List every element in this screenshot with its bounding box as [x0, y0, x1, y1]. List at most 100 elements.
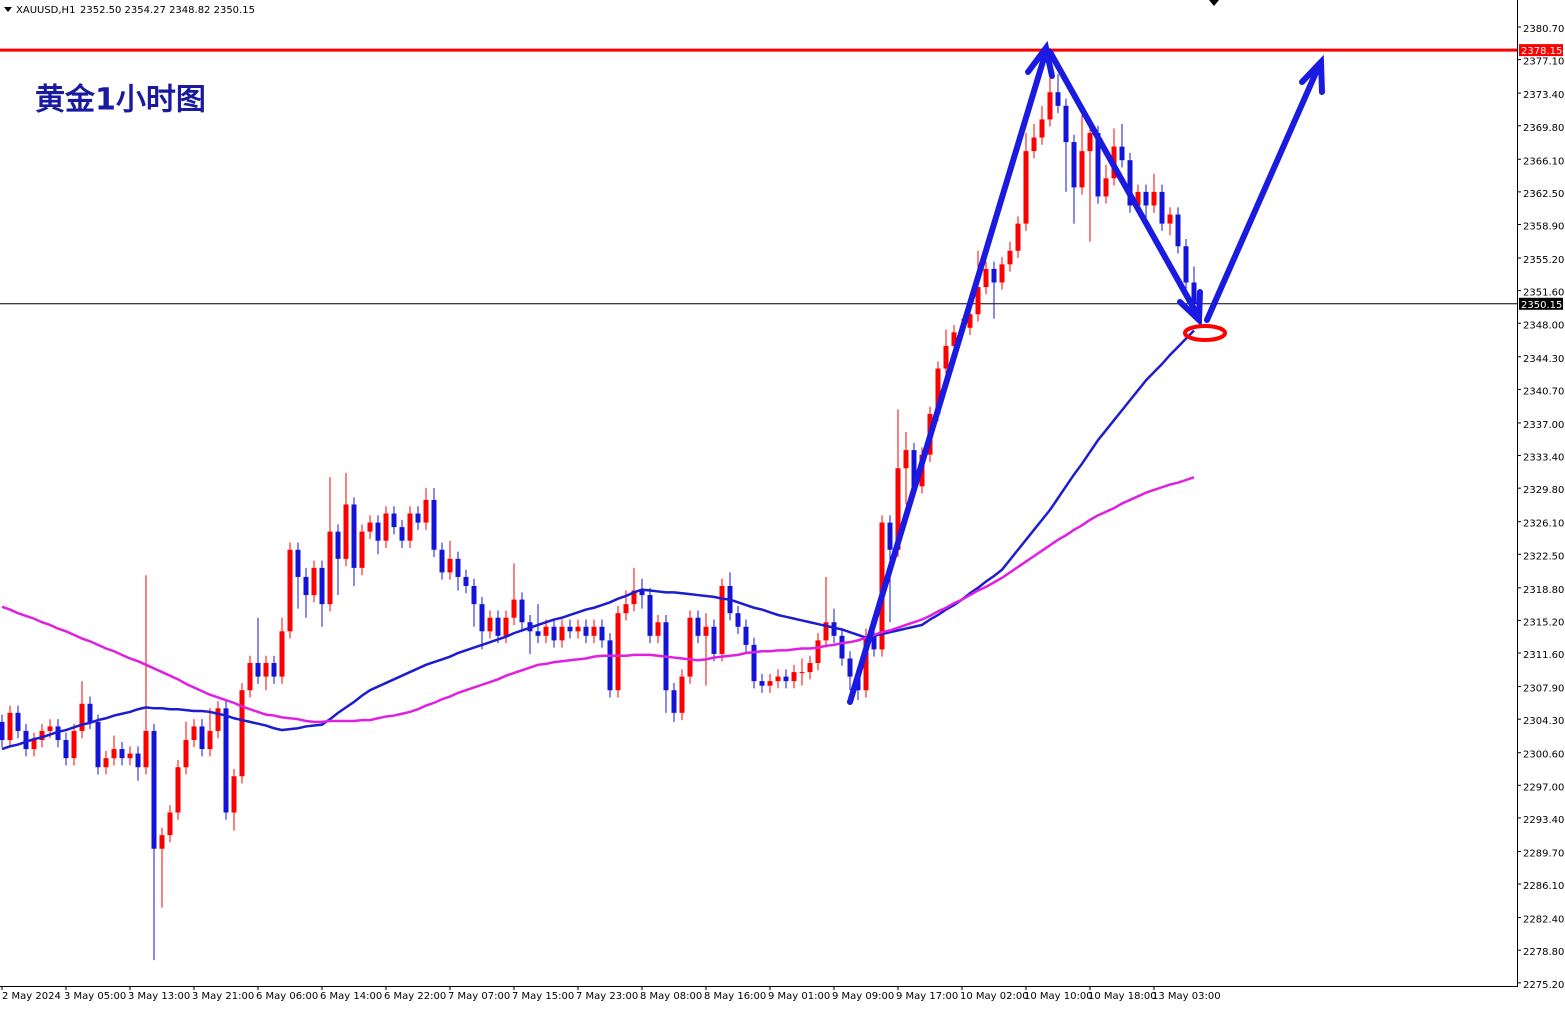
candle-body: [1143, 191, 1149, 206]
y-tick-label: 2348.00: [1523, 320, 1564, 331]
y-tick-label: 2351.60: [1523, 288, 1564, 299]
arrow-up: [847, 55, 1047, 705]
candle-body: [735, 613, 741, 627]
price-label-box: [1519, 297, 1563, 310]
candle-body: [791, 672, 797, 682]
candle-body: [263, 663, 269, 677]
y-tick-label: 2307.90: [1523, 684, 1564, 695]
y-tick-label: 2340.70: [1523, 386, 1564, 397]
candle-body: [639, 590, 645, 596]
candle-body: [327, 531, 333, 605]
candle-body: [255, 663, 261, 677]
y-tick-label: 2304.30: [1523, 716, 1564, 727]
candle-body: [799, 672, 805, 674]
y-tick-label: 2278.80: [1523, 947, 1564, 958]
candle-body: [335, 531, 341, 559]
candle-body: [711, 626, 717, 654]
y-tick-label: 2311.60: [1523, 650, 1564, 661]
y-tick-label: 2322.50: [1523, 551, 1564, 562]
candle-body: [1095, 133, 1101, 197]
symbol: XAUUSD,H1: [16, 5, 75, 16]
candle-body: [951, 332, 957, 346]
x-tick-label: 9 May 17:00: [896, 991, 958, 1002]
y-tick-label: 2318.80: [1523, 585, 1564, 596]
x-tick-label: 6 May 06:00: [256, 991, 318, 1002]
arrowhead: [1299, 54, 1325, 95]
candle-body: [359, 531, 365, 568]
y-tick-label: 2366.10: [1523, 156, 1564, 167]
candle-body: [415, 513, 421, 523]
candle-body: [303, 576, 309, 596]
candle-body: [447, 558, 453, 573]
candle-body: [1071, 142, 1077, 188]
candle-body: [687, 617, 693, 677]
candle-body: [1023, 151, 1029, 224]
candle-body: [839, 635, 845, 659]
candle-body: [975, 287, 981, 315]
candle-body: [967, 314, 973, 328]
x-tick-label: 8 May 16:00: [704, 991, 766, 1002]
y-tick-label: 2282.40: [1523, 915, 1564, 926]
candle-body: [775, 676, 781, 682]
candle-body: [383, 513, 389, 541]
candle-body: [127, 753, 133, 759]
candle-body: [87, 703, 93, 722]
candle-body: [703, 626, 709, 636]
x-tick-label: 3 May 13:00: [128, 991, 190, 1002]
y-tick-label: 2286.10: [1523, 881, 1564, 892]
candle-body: [647, 595, 653, 636]
candle-body: [871, 635, 877, 650]
x-tick-label: 13 May 03:00: [1152, 991, 1221, 1002]
candle-body: [159, 835, 165, 849]
candle-body: [239, 690, 245, 777]
candle-body: [431, 499, 437, 550]
candle-body: [455, 558, 461, 577]
candle-body: [55, 726, 61, 741]
annotation: 黄金1小时图: [35, 83, 206, 118]
candle-body: [983, 268, 989, 288]
candle-body: [1127, 160, 1133, 206]
candle-body: [343, 504, 349, 559]
y-tick-label: 2333.40: [1523, 453, 1564, 464]
candle-body: [551, 626, 557, 641]
x-tick-label: 9 May 01:00: [768, 991, 830, 1002]
candle-body: [671, 690, 677, 713]
candle-body: [79, 703, 85, 731]
candle-body: [679, 676, 685, 713]
candle-body: [111, 749, 117, 759]
y-tick-label: 2377.10: [1523, 57, 1564, 68]
candle-body: [1119, 146, 1125, 161]
candle-body: [575, 626, 581, 632]
candle-body: [631, 590, 637, 605]
x-tick-label: 2 May 2024: [2, 991, 61, 1002]
candle-body: [1167, 214, 1173, 224]
y-tick-label: 2326.10: [1523, 519, 1564, 530]
arrowhead: [1025, 40, 1055, 79]
candle-body: [695, 617, 701, 636]
candle-body: [319, 567, 325, 605]
circle-marker: [1183, 324, 1227, 342]
candle-body: [215, 708, 221, 731]
candle-body: [583, 626, 589, 636]
candle-body: [1087, 133, 1093, 152]
drawings: [847, 40, 1325, 705]
header-icon: [4, 7, 12, 12]
x-tick-label: 7 May 15:00: [512, 991, 574, 1002]
candle-body: [743, 626, 749, 645]
candle-body: [511, 599, 517, 618]
candle-body: [999, 264, 1005, 283]
candle-body: [1191, 282, 1197, 304]
y-tick-label: 2289.70: [1523, 848, 1564, 859]
moving-average: [1, 476, 1195, 724]
candle-body: [1183, 246, 1189, 283]
candle-body: [231, 776, 237, 813]
candle-body: [295, 549, 301, 577]
price-label: 2350.15: [1521, 300, 1562, 311]
candle-body: [823, 622, 829, 641]
candle-body: [895, 468, 901, 550]
price-label-box: [1519, 44, 1563, 57]
candle-body: [607, 640, 613, 691]
candle-body: [887, 522, 893, 550]
